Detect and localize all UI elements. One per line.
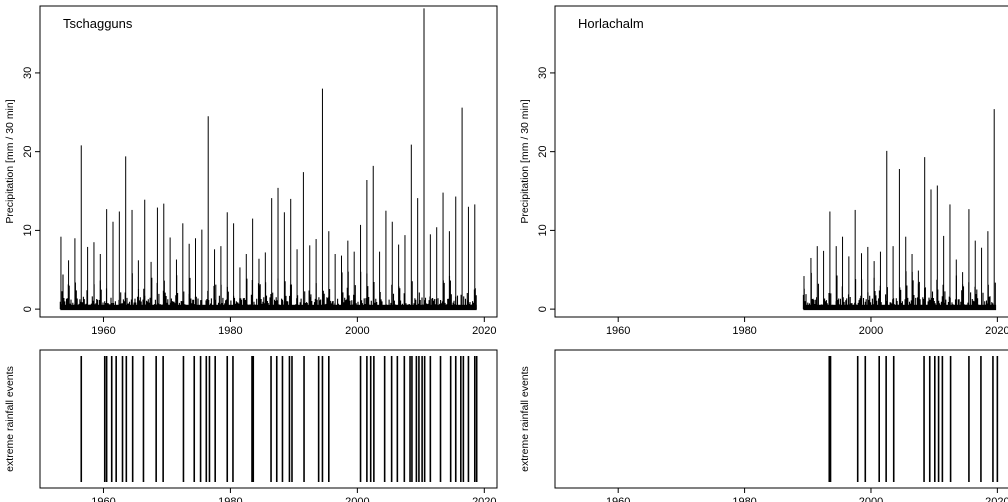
chart-panel-1: 1960 1980 2000 2020 Precipitation [mm / 30 m…: [4, 5, 498, 337]
chart-panel-3: 1960 1980 2000 2020 extreme rainfall events: [4, 349, 498, 502]
precip-texture: [59, 271, 477, 310]
series-group: [802, 109, 997, 311]
chart-panel-2: 1960 1980 2000 2020 Precipitation [mm / 30 m…: [519, 5, 1008, 337]
x-tick-label: 1960: [606, 325, 630, 337]
x-tick-label: 2020: [472, 325, 496, 337]
x-tick-label: 2020: [985, 496, 1008, 502]
x-tick-label: 2020: [472, 496, 496, 502]
x-tick-label: 2020: [985, 325, 1008, 337]
y-tick-label: 0: [22, 306, 34, 312]
y-tick-label: 30: [537, 67, 549, 79]
y-axis-label: Precipitation [mm / 30 min]: [519, 99, 531, 223]
x-tick-label: 1980: [218, 496, 242, 502]
y-tick-label: 10: [22, 224, 34, 236]
x-tick-label: 1980: [732, 496, 756, 502]
plot-frame: [554, 349, 1008, 489]
x-tick-label: 2000: [859, 325, 883, 337]
x-tick-label: 1960: [91, 496, 115, 502]
series-group: [59, 8, 477, 311]
y-tick-label: 20: [22, 146, 34, 158]
y-tick-label: 30: [22, 67, 34, 79]
plot-frame: [39, 5, 498, 318]
x-tick-label: 1980: [732, 325, 756, 337]
panel-title: Tschagguns: [63, 16, 133, 31]
x-tick-label: 2000: [345, 496, 369, 502]
plot-frame: [554, 5, 1008, 318]
x-tick-label: 2000: [345, 325, 369, 337]
x-tick-label: 1960: [606, 496, 630, 502]
precip-baseline: [60, 304, 477, 311]
y-axis-label: extreme rainfall events: [519, 366, 531, 472]
x-tick-label: 1960: [91, 325, 115, 337]
x-tick-label: 2000: [859, 496, 883, 502]
panel-title: Horlachalm: [578, 16, 644, 31]
y-axis-label: extreme rainfall events: [4, 366, 16, 472]
y-tick-label: 0: [537, 306, 549, 312]
chart-panel-4: 1960 1980 2000 2020 extreme rainfall events: [519, 349, 1008, 502]
plot-frame: [39, 349, 498, 489]
x-tick-label: 1980: [218, 325, 242, 337]
y-axis-label: Precipitation [mm / 30 min]: [4, 99, 16, 223]
y-tick-label: 10: [537, 224, 549, 236]
y-tick-label: 20: [537, 146, 549, 158]
